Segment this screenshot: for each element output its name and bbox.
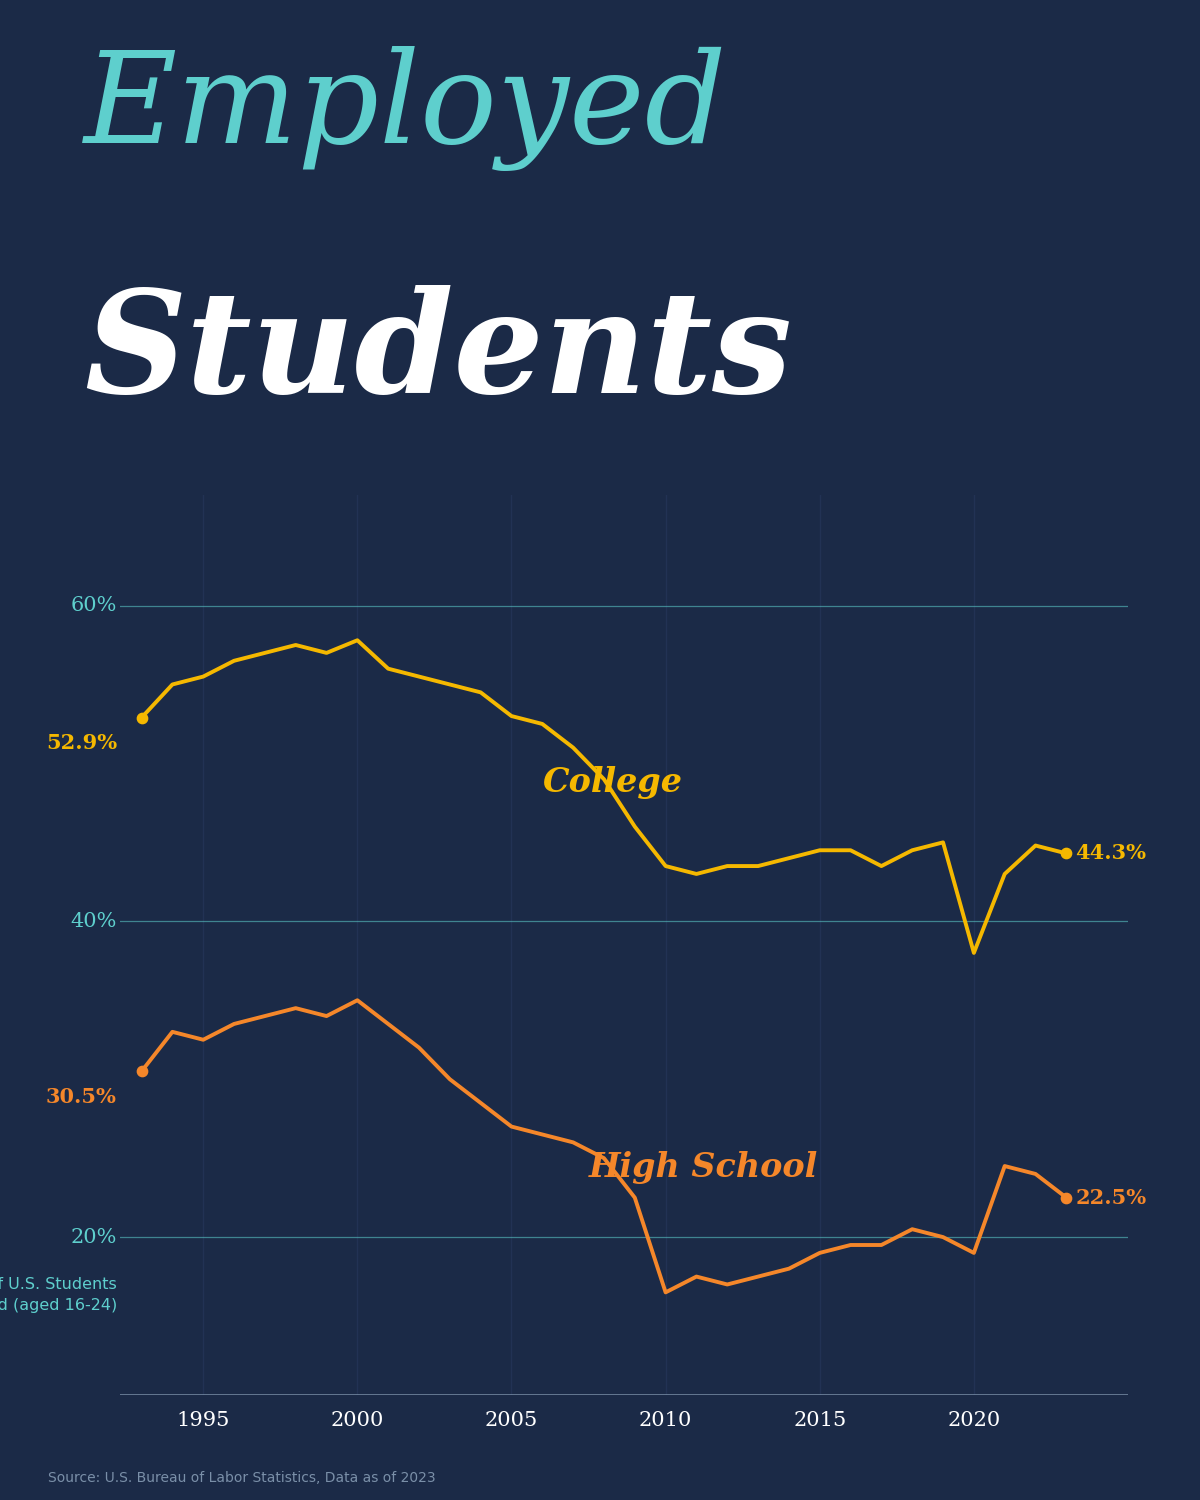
Text: College: College — [542, 766, 683, 800]
Text: Employed: Employed — [84, 45, 727, 171]
Text: 52.9%: 52.9% — [46, 734, 116, 753]
Text: 22.5%: 22.5% — [1075, 1188, 1147, 1208]
Text: High School: High School — [588, 1150, 818, 1184]
Text: 60%: 60% — [71, 596, 116, 615]
Text: 40%: 40% — [71, 912, 116, 932]
Text: Students: Students — [84, 285, 792, 423]
Text: 44.3%: 44.3% — [1075, 843, 1146, 864]
Point — [132, 705, 151, 729]
Text: 20%: 20% — [71, 1227, 116, 1246]
Text: 30.5%: 30.5% — [46, 1088, 116, 1107]
Point — [1057, 842, 1076, 866]
Text: Share of U.S. Students
Employed (aged 16-24): Share of U.S. Students Employed (aged 16… — [0, 1276, 116, 1312]
Point — [132, 1059, 151, 1083]
Text: Source: U.S. Bureau of Labor Statistics, Data as of 2023: Source: U.S. Bureau of Labor Statistics,… — [48, 1472, 436, 1485]
Point — [1057, 1185, 1076, 1209]
